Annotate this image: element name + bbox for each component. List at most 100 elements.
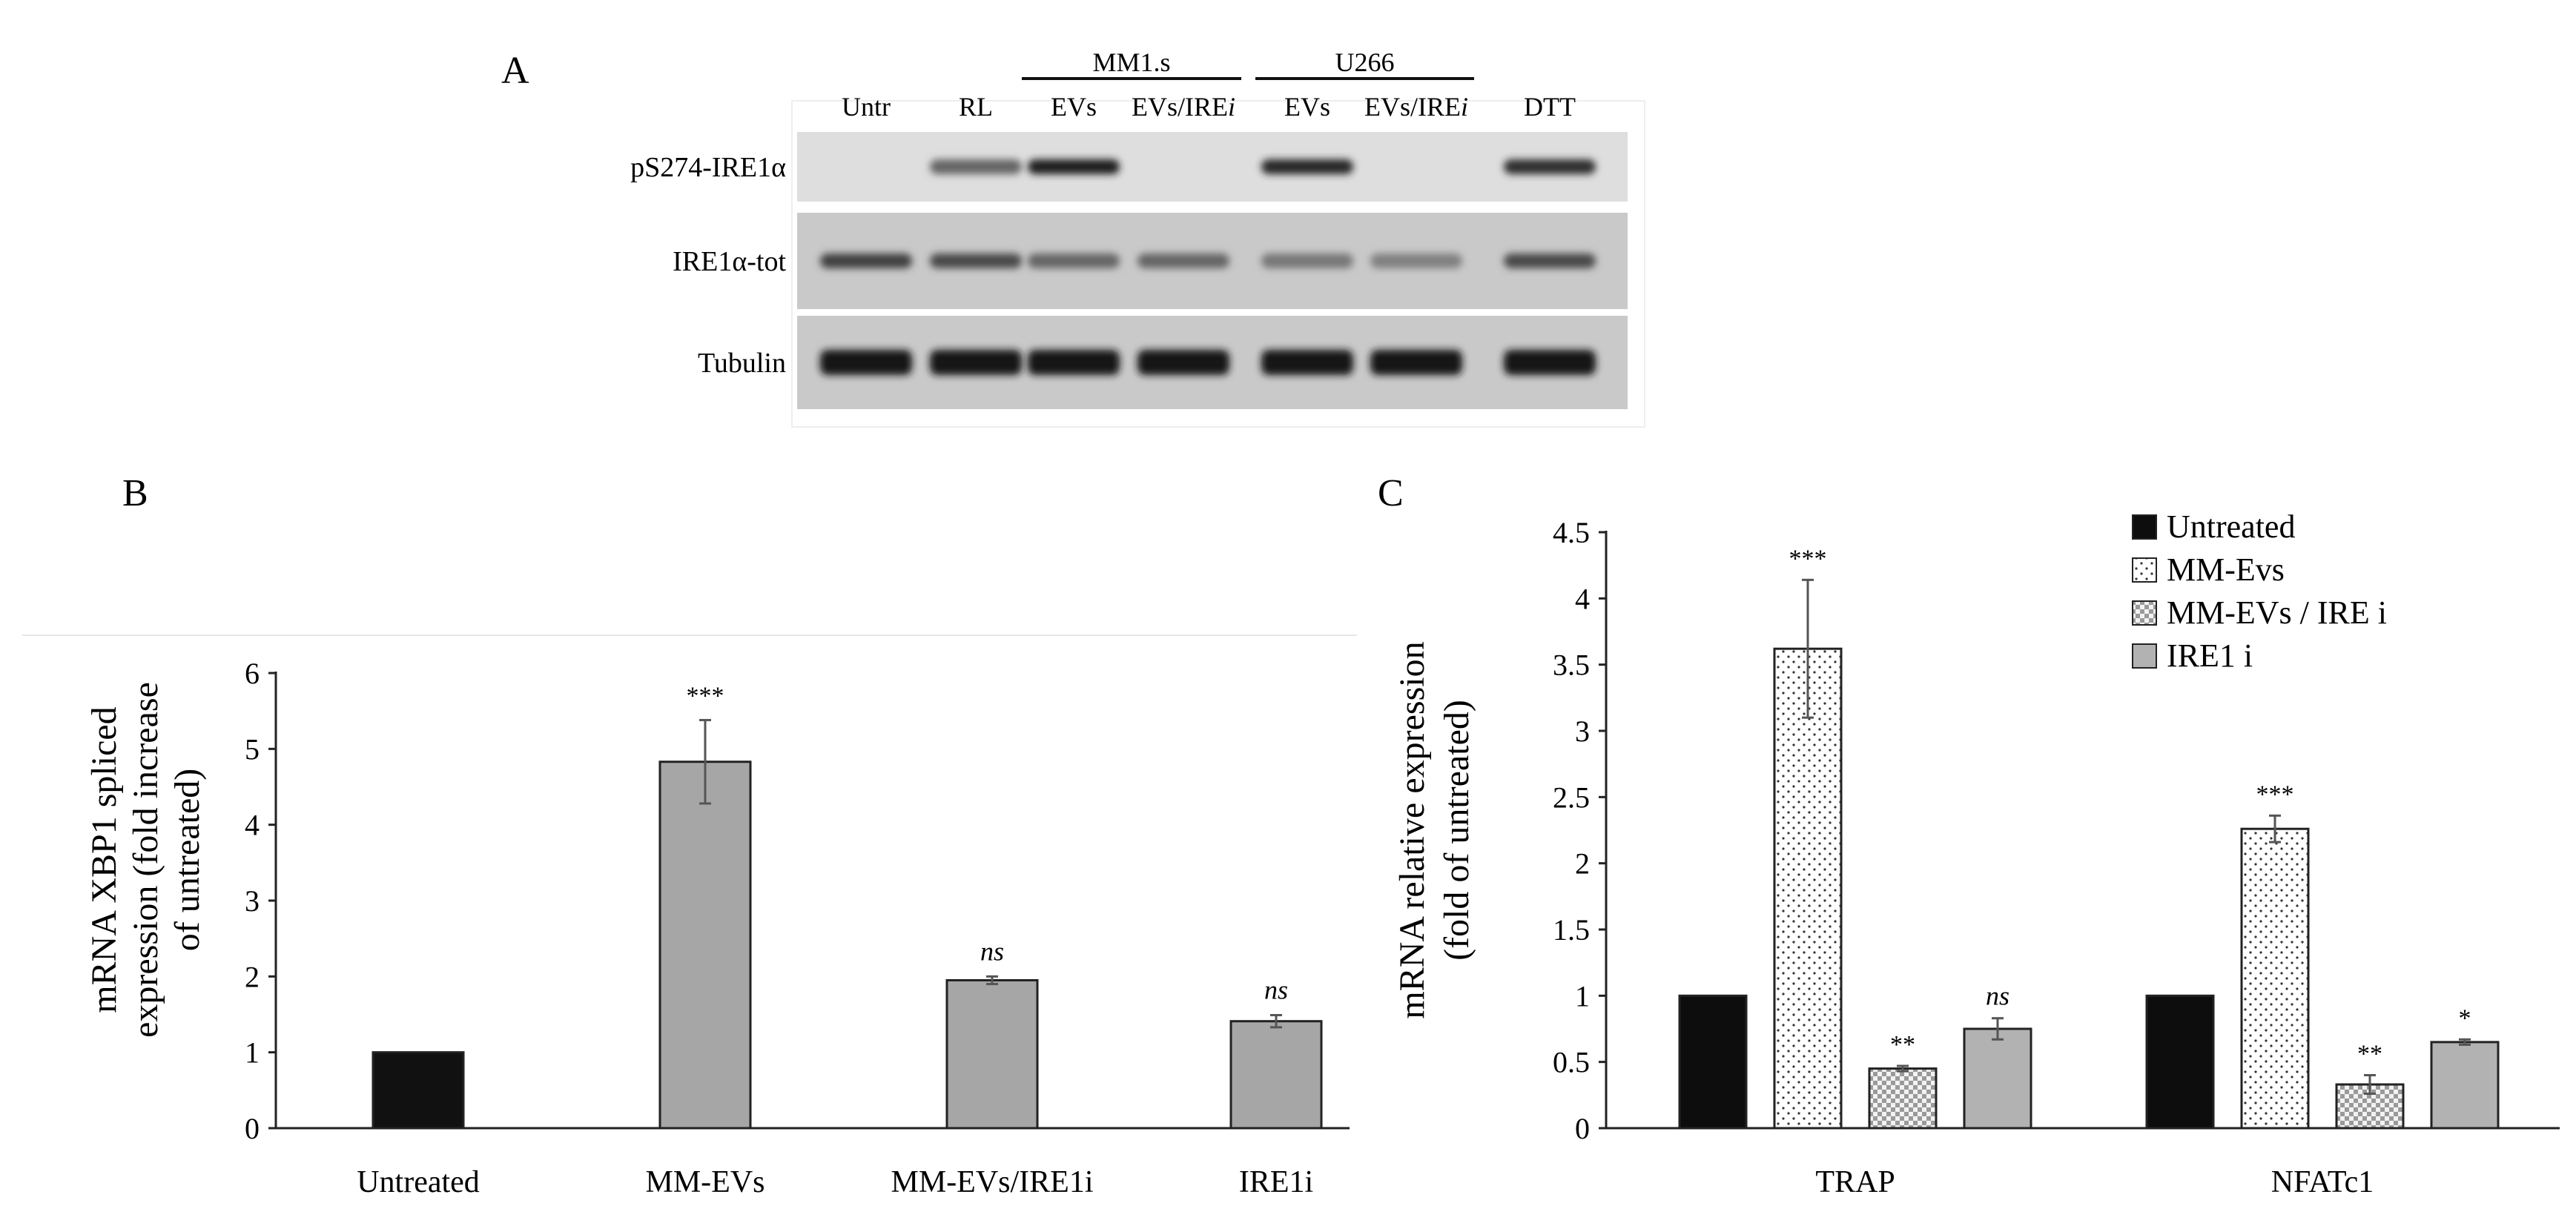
panel-c-label: C xyxy=(1378,472,1404,514)
chart-c-legend-swatch xyxy=(2132,557,2157,583)
blot-band xyxy=(1504,254,1596,268)
chart-c-legend-label: MM-EVs / IRE i xyxy=(2167,594,2387,631)
chart-c-bar xyxy=(1963,1027,2032,1130)
blot-band xyxy=(820,350,912,375)
chart-b-y-axis-title-line: expression (fold increase xyxy=(126,682,165,1038)
chart-b-y-tick-label: 4 xyxy=(245,809,260,842)
blot-lane-label-text: EVs xyxy=(1051,92,1097,122)
blot-lane-label-text: Untr xyxy=(842,92,891,122)
chart-xbp1: 0 1 2 3 4 5 6 Untreated *** MM-EVs ns MM-EVs/IRE1i n… xyxy=(85,657,1350,1199)
chart-c-y-tick-label: 1 xyxy=(1575,979,1590,1013)
chart-b-y-tick-label: 3 xyxy=(245,884,260,918)
chart-c-legend-label: Untreated xyxy=(2167,508,2295,545)
blot-lane-label: EVs xyxy=(1284,92,1330,122)
chart-b-significance: ns xyxy=(1264,975,1288,1005)
chart-b-y-tick-label: 5 xyxy=(245,732,260,766)
blot-band xyxy=(1370,350,1462,375)
chart-b-bar xyxy=(1229,1020,1323,1130)
panel-a-label: A xyxy=(501,50,529,92)
chart-c-y-axis-title-line: (fold of untreated) xyxy=(1437,700,1476,961)
blot-lane-label: Untr xyxy=(842,92,891,122)
chart-c-y-tick-label: 2 xyxy=(1575,847,1590,881)
chart-c-significance: ** xyxy=(1890,1031,1915,1058)
chart-c-bar xyxy=(1773,647,1843,1130)
chart-b-y-axis-title: mRNA XBP1 splicedexpression (fold increa… xyxy=(85,682,207,1038)
chart-b-y-axis-title-line: mRNA XBP1 spliced xyxy=(85,706,124,1013)
chart-b-y-tick-label: 0 xyxy=(245,1112,260,1145)
chart-b-category-label: Untreated xyxy=(357,1165,480,1199)
chart-b-y-axis-title-line: of untreated) xyxy=(168,769,207,952)
chart-c-significance: *** xyxy=(2256,781,2294,808)
blot-lane-label-text: EVs xyxy=(1284,92,1330,122)
chart-c-significance: *** xyxy=(1789,545,1827,572)
blot-lane-label-text: RL xyxy=(959,92,993,122)
chart-c-bar xyxy=(1868,1067,1938,1130)
chart-b-significance: ns xyxy=(980,936,1004,966)
blot-band xyxy=(1261,350,1353,375)
chart-c-y-tick-label: 2.5 xyxy=(1553,781,1590,814)
blot-lane-label: EVs/IREi xyxy=(1364,92,1468,122)
chart-b-y-tick-label: 6 xyxy=(245,657,260,690)
chart-b-bar xyxy=(945,978,1039,1130)
blot-band xyxy=(1261,254,1353,268)
blot-band xyxy=(930,159,1022,174)
chart-b-category-label: MM-EVs xyxy=(645,1165,764,1199)
chart-c-y-tick-label: 3.5 xyxy=(1553,649,1590,682)
chart-c-legend-swatch xyxy=(2132,600,2157,626)
chart-b-category-label: IRE1i xyxy=(1239,1165,1313,1199)
chart-c-y-tick-label: 4.5 xyxy=(1553,516,1590,549)
blot-band xyxy=(930,350,1022,375)
chart-b-y-tick-label: 2 xyxy=(245,960,260,993)
chart-c-category-label: NFATc1 xyxy=(2271,1165,2374,1199)
blot-band xyxy=(1261,159,1353,174)
blot-band xyxy=(820,254,912,268)
chart-c-significance: ns xyxy=(1986,981,2009,1011)
blot-band xyxy=(1370,254,1462,268)
blot-row-label: IRE1α-tot xyxy=(673,246,786,277)
blot-band xyxy=(1137,254,1229,268)
chart-b-category-label: MM-EVs/IRE1i xyxy=(891,1165,1094,1199)
chart-trap-nfatc1: 00.511.522.533.544.5*****nsTRAP******NFA… xyxy=(1393,508,2560,1199)
blot-band xyxy=(930,254,1022,268)
blot-lane-suffix: i xyxy=(1228,92,1235,122)
chart-c-y-tick-label: 4 xyxy=(1575,582,1590,615)
blot-band xyxy=(1137,350,1229,375)
chart-c-bar xyxy=(1678,994,1748,1130)
blot-lane-label: RL xyxy=(959,92,993,122)
chart-c-y-axis-title-line: mRNA relative expression xyxy=(1393,641,1432,1018)
chart-c-legend-label: IRE1 i xyxy=(2167,637,2253,674)
chart-b-bar xyxy=(658,761,752,1130)
blot-lane-label-text: DTT xyxy=(1524,92,1576,122)
chart-c-significance: * xyxy=(2459,1004,2471,1032)
chart-c-significance: ** xyxy=(2357,1041,2382,1068)
chart-c-legend-label: MM-Evs xyxy=(2167,551,2285,588)
blot-band xyxy=(1028,254,1120,268)
chart-c-bar xyxy=(2145,994,2215,1130)
blot-lane-label: DTT xyxy=(1524,92,1576,122)
blot-lane-label: EVs xyxy=(1051,92,1097,122)
blot-group-label: U266 xyxy=(1335,47,1395,77)
blot-lane-label-text: EVs/IRE xyxy=(1364,92,1461,122)
chart-b-significance: *** xyxy=(687,682,724,709)
chart-c-y-tick-label: 3 xyxy=(1575,715,1590,748)
chart-c-category-label: TRAP xyxy=(1815,1165,1895,1199)
chart-c-bar xyxy=(2430,1041,2500,1130)
chart-c-y-tick-label: 0.5 xyxy=(1553,1046,1590,1079)
blot-lane-label: EVs/IREi xyxy=(1132,92,1235,122)
chart-c-bar xyxy=(2240,827,2310,1130)
chart-c-y-axis-title: mRNA relative expression (fold of untreat… xyxy=(1393,641,1476,1018)
blot-band xyxy=(1028,159,1120,174)
chart-b-bar xyxy=(371,1051,465,1130)
blot-frame xyxy=(791,100,1645,428)
chart-b-y-tick-label: 1 xyxy=(245,1036,260,1070)
panel-b-label: B xyxy=(122,472,148,514)
blot-membrane xyxy=(797,132,1628,202)
chart-c-legend-swatch xyxy=(2132,643,2157,669)
blot-row-label: Tubulin xyxy=(698,348,786,379)
blot-row-label: pS274-IRE1α xyxy=(630,152,786,183)
blot-group-label: MM1.s xyxy=(1092,47,1170,77)
blot-lane-label-text: EVs/IRE xyxy=(1132,92,1228,122)
blot-band xyxy=(1504,159,1596,174)
